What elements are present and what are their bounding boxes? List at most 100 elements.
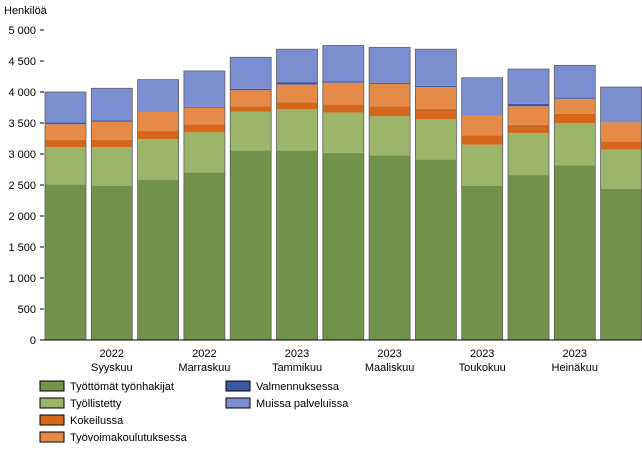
bars	[44, 45, 642, 341]
bar-segment	[554, 123, 596, 166]
bar-stack	[553, 64, 596, 341]
bar-segment	[415, 119, 457, 160]
bar-segment	[276, 102, 318, 110]
x-tick-year: 2023	[377, 348, 401, 360]
bar-segment	[183, 106, 225, 108]
legend-swatch	[225, 380, 251, 392]
bar-stack	[229, 56, 272, 341]
legend-swatch	[39, 414, 65, 426]
y-tick-label: 1 000	[8, 273, 36, 285]
x-tick-month: Maaliskuu	[365, 362, 415, 374]
bar-segment	[91, 139, 133, 148]
bar-segment	[461, 77, 503, 116]
bar-segment	[600, 122, 642, 142]
bar-segment	[137, 139, 179, 181]
bar-segment	[508, 132, 549, 176]
bar-segment	[230, 150, 272, 340]
bar-stack	[183, 70, 226, 341]
bar-stack	[276, 48, 318, 341]
legend-label: Työllistetty	[70, 398, 122, 410]
bar-segment	[554, 113, 596, 123]
y-tick-label: 5 000	[8, 25, 36, 37]
bar-segment	[508, 124, 549, 133]
bar-segment	[45, 184, 86, 340]
y-axis-label: Henkilöä	[4, 5, 48, 17]
legend-swatch	[225, 397, 251, 409]
bar-segment	[276, 109, 318, 151]
x-tick-month: Heinäkuu	[552, 362, 598, 374]
bar-segment	[322, 81, 364, 83]
y-tick-label: 500	[18, 304, 36, 316]
legend-item: Muissa palveluissa	[225, 397, 349, 410]
bar-segment	[508, 69, 549, 104]
bar-segment	[415, 159, 457, 340]
bar-segment	[91, 185, 133, 340]
legend-item: Työvoimakoulutuksessa	[39, 431, 188, 444]
bar-segment	[137, 131, 179, 140]
bar-segment	[369, 47, 411, 83]
bar-stack	[414, 48, 457, 341]
y-tick-label: 0	[30, 335, 36, 347]
bar-segment	[554, 165, 596, 340]
y-tick-label: 2 500	[8, 180, 36, 192]
bar-segment	[230, 111, 272, 151]
bar-segment	[230, 90, 272, 107]
x-tick-year: 2022	[100, 348, 124, 360]
bar-segment	[554, 98, 596, 114]
x-tick-year: 2022	[192, 348, 216, 360]
bar-stack	[507, 68, 550, 341]
bar-segment	[45, 122, 86, 125]
bar-segment	[508, 106, 549, 125]
x-tick-month: Toukokuu	[459, 362, 506, 374]
bar-segment	[600, 87, 642, 123]
legend-label: Työttömät työnhakijat	[70, 381, 174, 393]
bar-segment	[369, 82, 411, 84]
bar-segment	[230, 88, 272, 91]
bar-stack	[322, 45, 365, 341]
legend-item: Valmennuksessa	[225, 380, 340, 393]
bar-segment	[45, 124, 86, 140]
y-tick-label: 3 500	[8, 118, 36, 130]
bar-segment	[137, 111, 179, 112]
bar-segment	[461, 185, 503, 340]
bar-segment	[230, 57, 272, 89]
legend-label: Työvoimakoulutuksessa	[70, 432, 188, 444]
bar-stack	[368, 46, 411, 341]
y-tick-label: 2 000	[8, 211, 36, 223]
bar-stack	[137, 79, 180, 341]
bar-stack	[461, 77, 504, 341]
y-axis-ticks: 0 500 1 000 1 500 2 000 2 500 3 000 3 500 4 000 4…	[8, 25, 44, 347]
bar-segment	[322, 112, 364, 153]
bar-segment	[415, 85, 457, 88]
legend-label: Muissa palveluissa	[256, 398, 349, 410]
bar-segment	[461, 115, 503, 136]
bar-segment	[276, 150, 318, 340]
bar-segment	[91, 88, 133, 121]
y-tick-label: 3 000	[8, 149, 36, 161]
bar-segment	[369, 106, 411, 117]
bar-segment	[415, 49, 457, 86]
bar-segment	[415, 108, 457, 120]
bar-segment	[508, 103, 549, 107]
bar-segment	[45, 92, 86, 123]
bar-segment	[183, 172, 225, 340]
bar-segment	[183, 107, 225, 125]
bar-segment	[137, 111, 179, 132]
legend-swatch	[39, 397, 65, 409]
bar-segment	[45, 147, 86, 185]
y-tick-label: 4 500	[8, 56, 36, 68]
bar-segment	[91, 120, 133, 122]
legend-item: Työttömät työnhakijat	[39, 380, 174, 393]
bar-segment	[369, 155, 411, 340]
legend-item: Työllistetty	[39, 397, 122, 410]
x-axis-ticks: 2022 Syyskuu 2022 Marraskuu 2023 Tammikuu 2023…	[91, 348, 598, 374]
bar-segment	[137, 79, 179, 112]
bar-segment	[322, 152, 364, 340]
x-tick-year: 2023	[563, 348, 587, 360]
bar-segment	[554, 97, 596, 99]
bar-segment	[554, 65, 596, 98]
legend: Työttömät työnhakijat Valmennuksessa Työll…	[39, 380, 349, 444]
bar-segment	[45, 139, 86, 148]
